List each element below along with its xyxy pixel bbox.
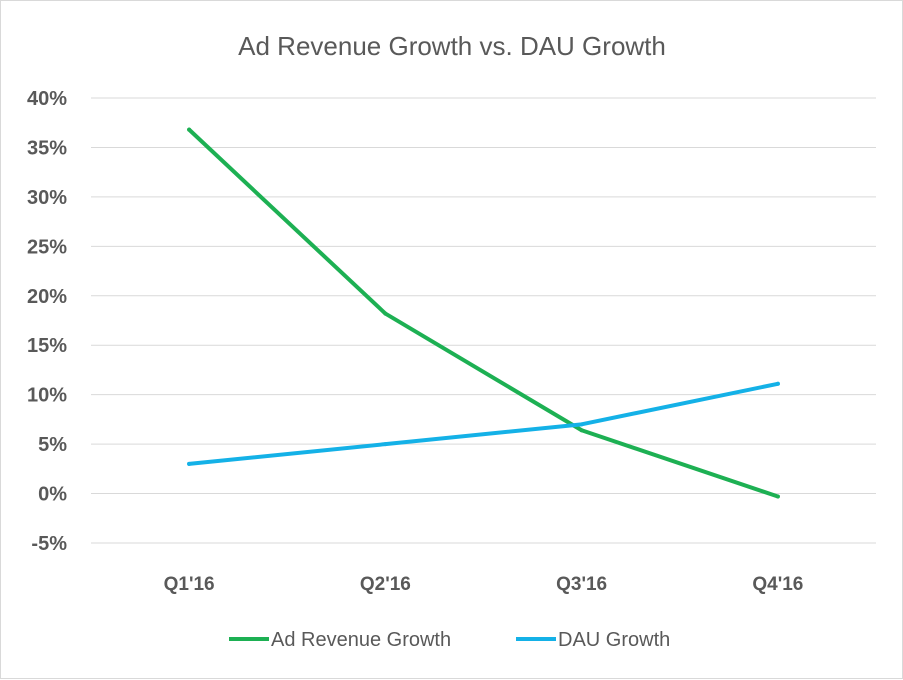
x-axis-ticks: Q1'16 Q2'16 Q3'16 Q4'16 — [164, 574, 804, 595]
y-tick-label: 20% — [27, 286, 67, 308]
y-tick-label: 0% — [38, 484, 67, 506]
data-point — [775, 381, 780, 386]
y-tick-label: 35% — [27, 137, 67, 159]
series-line-0 — [187, 127, 780, 499]
y-tick-label: 15% — [27, 335, 67, 357]
x-tick-label: Q1'16 — [164, 574, 215, 595]
legend-label: DAU Growth — [558, 629, 670, 651]
y-tick-label: 40% — [27, 88, 67, 110]
gridlines — [91, 97, 876, 544]
series-line-1 — [187, 381, 780, 466]
chart-title: Ad Revenue Growth vs. DAU Growth — [238, 31, 666, 61]
y-tick-label: 30% — [27, 187, 67, 209]
data-point — [187, 461, 192, 466]
data-point — [579, 422, 584, 427]
data-point — [579, 428, 584, 433]
data-point — [775, 494, 780, 499]
series-group — [187, 127, 780, 499]
x-tick-label: Q2'16 — [360, 574, 411, 595]
data-point — [187, 127, 192, 132]
y-tick-label: -5% — [31, 533, 67, 555]
data-point — [383, 311, 388, 316]
y-tick-label: 25% — [27, 236, 67, 258]
y-tick-label: 5% — [38, 434, 67, 456]
legend-label: Ad Revenue Growth — [271, 629, 451, 651]
x-tick-label: Q3'16 — [556, 574, 607, 595]
data-point — [383, 442, 388, 447]
x-tick-label: Q4'16 — [752, 574, 803, 595]
y-axis-ticks: 40% 35% 30% 25% 20% 15% 10% 5% 0% -5% — [27, 88, 67, 555]
y-tick-label: 10% — [27, 385, 67, 407]
legend: Ad Revenue Growth DAU Growth — [229, 629, 670, 651]
